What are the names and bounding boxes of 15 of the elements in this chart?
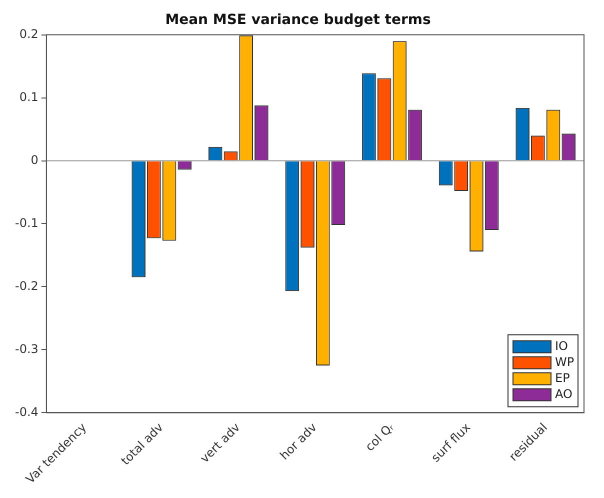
legend-label: IO [555, 338, 568, 353]
legend-label: WP [555, 354, 574, 369]
y-tick-label: -0.2 [14, 278, 38, 293]
y-tick-label: -0.3 [14, 342, 38, 356]
legend-label: EP [555, 370, 570, 385]
y-tick-label: -0.1 [14, 216, 38, 230]
y-tick-label: 0 [30, 152, 38, 167]
legend-label: AO [555, 386, 572, 401]
y-tick-label: 0.2 [19, 26, 38, 41]
x-tick-label: vert adv [197, 420, 243, 466]
y-tick-label: 0.1 [19, 90, 38, 104]
x-tick-label: hor adv [277, 420, 320, 462]
y-tick-label: -0.4 [14, 404, 38, 419]
chart-title: Mean MSE variance budget terms [165, 12, 431, 28]
x-tick-label: col Qᵣ [362, 420, 397, 454]
